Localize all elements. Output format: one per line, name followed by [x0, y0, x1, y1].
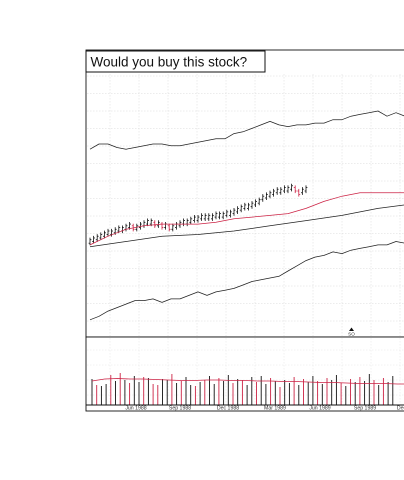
price-bar: [211, 213, 214, 221]
price-bar: [236, 206, 239, 214]
price-bar: [193, 215, 196, 223]
price-bar: [214, 211, 218, 220]
price-bar: [167, 223, 171, 232]
upper-envelope-line: [89, 110, 404, 150]
price-bar: [106, 228, 110, 237]
price-bar: [139, 221, 142, 230]
volume-bars: [91, 373, 394, 405]
price-bar: [293, 185, 297, 194]
title-box-frame: [85, 50, 266, 73]
x-tick-label: Jun 1989: [309, 406, 330, 412]
price-bar: [297, 188, 301, 197]
price-bar: [268, 190, 272, 199]
price-bar: [232, 208, 236, 216]
price-bar: [189, 216, 193, 225]
price-bar: [221, 211, 225, 220]
price-bar: [200, 213, 203, 221]
volume-moving-average-line: [91, 378, 404, 385]
price-bar: [207, 213, 211, 221]
price-bar: [171, 223, 175, 232]
lower-envelope-line: [89, 241, 404, 321]
price-bar: [229, 209, 232, 218]
moving-average-short-line: [89, 192, 404, 246]
price-panel-frame: [85, 49, 404, 338]
price-bar: [225, 209, 229, 218]
price-bar: [279, 187, 283, 195]
volume-panel-frame: [85, 336, 404, 412]
price-bar: [95, 234, 99, 242]
price-bar: [157, 220, 160, 228]
x-tick-label: Jun 1988: [125, 406, 146, 412]
price-bar: [103, 230, 106, 239]
price-bar: [99, 232, 103, 241]
price-bar: [92, 235, 95, 244]
price-bar: [304, 185, 308, 194]
x-tick-label: Mar 1989: [264, 406, 286, 412]
price-bar: [283, 185, 286, 194]
moving-average-long-line: [89, 204, 404, 248]
price-bar: [153, 220, 157, 228]
price-bar: [218, 211, 221, 220]
split-marker: SO: [348, 327, 355, 337]
x-tick-label: Sep 1988: [169, 406, 191, 412]
price-bar: [250, 201, 254, 209]
price-bar: [203, 213, 207, 221]
price-bar: [247, 202, 250, 211]
x-tick-label: Dec 1988: [217, 406, 239, 412]
price-bar: [146, 218, 149, 227]
title-box: Would you buy this stock?: [85, 50, 266, 73]
x-tick-label: Dec 1989: [397, 406, 404, 412]
x-tick-label: Sep 1989: [354, 406, 376, 412]
price-bars: [88, 183, 308, 246]
line-series: [89, 110, 404, 321]
price-bar: [110, 228, 113, 237]
price-bar: [88, 237, 92, 246]
volume-average: [91, 378, 404, 385]
price-bar: [301, 187, 304, 195]
price-bar: [290, 183, 293, 192]
price-bar: [196, 215, 200, 223]
price-bar: [265, 192, 268, 201]
x-axis-labels: Jun 1988 Sep 1988 Dec 1988 Mar 1989 Jun 1989…: [125, 406, 404, 412]
price-bar: [272, 188, 275, 197]
price-bar: [286, 185, 290, 194]
price-bar: [239, 204, 243, 213]
chart-title: Would you buy this stock?: [91, 55, 248, 70]
price-bar: [257, 197, 261, 206]
split-marker-label: SO: [348, 332, 355, 337]
price-bar: [261, 194, 265, 202]
price-bar: [275, 187, 279, 195]
price-bar: [254, 199, 257, 208]
price-bar: [243, 202, 247, 211]
split-marker-arrow: [349, 327, 354, 331]
